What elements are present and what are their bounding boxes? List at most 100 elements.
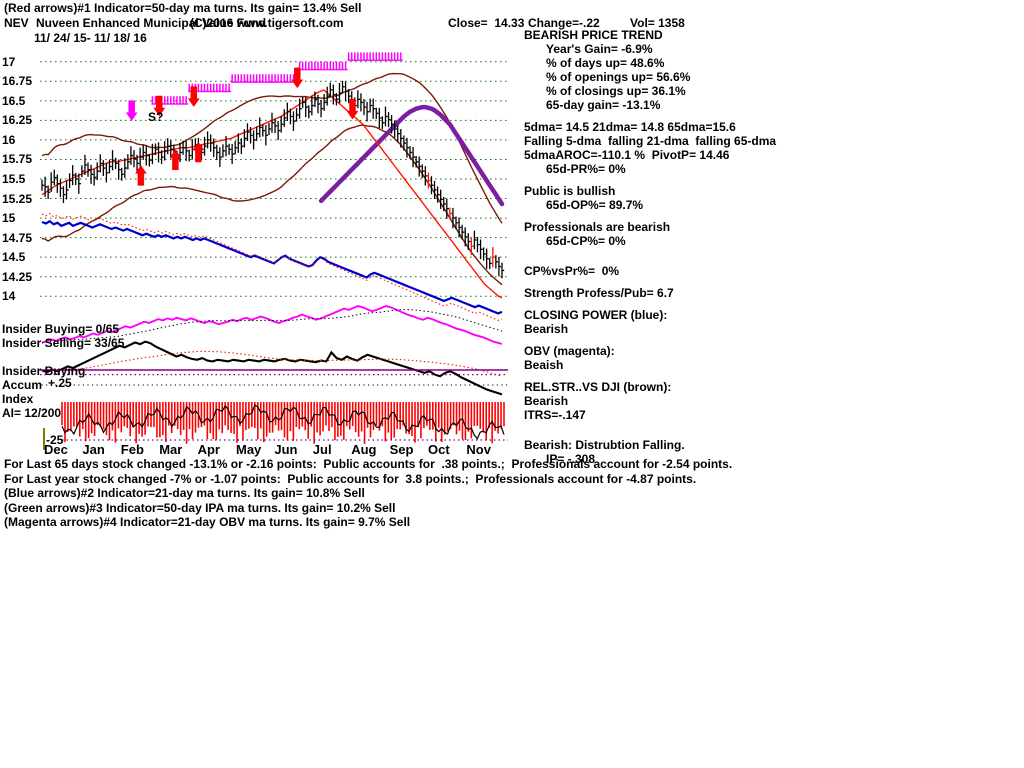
itrs-value: ITRS=-.147 xyxy=(524,408,586,422)
volume-value: Vol= 1358 xyxy=(630,16,685,30)
buy-arrow-icon xyxy=(134,164,147,186)
x-axis-tick-label: Jan xyxy=(82,442,105,457)
accumulation-index-line xyxy=(41,340,503,396)
accumulation-trend-line xyxy=(41,350,503,377)
copyright-notice: (C)2016 www.tigersoft.com xyxy=(190,16,344,30)
moving-averages: 5dma= 14.5 21dma= 14.8 65dma=15.6 xyxy=(524,120,736,134)
ip-value: IP= -.308 xyxy=(546,452,596,466)
sidebar-spacer-6 xyxy=(524,278,1020,286)
sell-arrow-icon xyxy=(153,95,166,117)
obv-value: Beaish xyxy=(524,358,564,372)
signal-arrows xyxy=(125,67,359,186)
aroc-pivot: 5dmaAROC=-110.1 % PivotP= 14.46 xyxy=(524,148,730,162)
sell-arrow-icon xyxy=(291,67,304,89)
sell-signal-marker: S? xyxy=(148,110,164,124)
x-axis-tick-label: May xyxy=(236,442,262,457)
sidebar-spacer-1 xyxy=(524,112,1020,120)
y-axis-tick-label: 14.5 xyxy=(2,250,26,265)
falling-mas: Falling 5-dma falling 21-dma falling 65-… xyxy=(524,134,777,148)
years-gain: Year's Gain= -6.9% xyxy=(546,42,653,56)
insider-buying-count: Insider Buying= 0/65 xyxy=(2,322,120,336)
y-axis-tick-label: 16 xyxy=(2,132,16,147)
op-65-day: 65d-OP%= 89.7% xyxy=(546,198,644,212)
x-axis-tick-label: Jul xyxy=(312,442,332,457)
x-axis-tick-label: Aug xyxy=(351,442,377,457)
footer-indicator-4: (Magenta arrows)#4 Indicator=21-day OBV … xyxy=(4,515,411,529)
closing-power-line xyxy=(41,219,503,315)
indicator-1-headline: (Red arrows)#1 Indicator=50-day ma turns… xyxy=(4,1,362,15)
obv-moving-average-line xyxy=(41,309,503,344)
x-axis-tick-label: Dec xyxy=(44,442,68,457)
y-axis-tick-label: 15.75 xyxy=(2,152,33,167)
obv-label: OBV (magenta): xyxy=(524,344,615,358)
y-axis-tick-label: 16.75 xyxy=(2,74,33,89)
gain-65-day: 65-day gain= -13.1% xyxy=(546,98,661,112)
ma-65-day-line xyxy=(318,104,505,207)
relstr-label: REL.STR..VS DJI (brown): xyxy=(524,380,672,394)
volume-baseline-label: -25 xyxy=(46,433,64,447)
price-change: Change=-.22 xyxy=(528,16,600,30)
accum-value: +.25 xyxy=(48,376,72,390)
volume-bars xyxy=(61,402,505,444)
sidebar-spacer-9 xyxy=(524,372,1020,380)
buy-arrow-icon xyxy=(192,141,205,163)
analysis-sidebar: BEARISH PRICE TREND Year's Gain= -6.9% %… xyxy=(524,28,1020,466)
y-axis-tick-label: 16.25 xyxy=(2,113,33,128)
x-axis-tick-label: Sep xyxy=(389,442,414,457)
sidebar-spacer-8 xyxy=(524,336,1020,344)
y-axis-tick-label: 17 xyxy=(2,54,16,69)
percent-days-up: % of days up= 48.6% xyxy=(546,56,665,70)
sell-arrow-icon xyxy=(187,86,200,108)
volume-overlay-line xyxy=(61,404,505,440)
chart-plot-area[interactable] xyxy=(40,44,508,450)
y-axis-tick-label: 14 xyxy=(2,289,16,304)
professional-sentiment: Professionals are bearish xyxy=(524,220,671,234)
y-axis-tick-label: 15.5 xyxy=(2,172,26,186)
cp-vs-pr: CP%vsPr%= 0% xyxy=(524,264,620,278)
obv-line xyxy=(41,304,503,345)
y-axis-tick-label: 14.75 xyxy=(2,230,33,245)
x-axis-tick-label: Jun xyxy=(274,442,298,457)
closing-power-value: Bearish xyxy=(524,322,569,336)
x-axis-tick-label: Nov xyxy=(466,442,491,457)
insider-selling-count: Insider Selling= 33/65 xyxy=(2,336,125,350)
sidebar-spacer-10 xyxy=(524,422,1020,430)
y-axis-tick-label: 15.25 xyxy=(2,191,33,206)
y-axis-tick-label: 15 xyxy=(2,211,16,226)
sell-arrow-icon xyxy=(125,100,138,122)
relative-strength-dotted-line xyxy=(41,212,503,321)
y-axis-tick-label: 14.25 xyxy=(2,269,33,284)
footer-notes: For Last 65 days stock changed -13.1% or… xyxy=(4,457,732,530)
footer-indicator-2: (Blue arrows)#2 Indicator=21-day ma turn… xyxy=(4,486,365,500)
sidebar-spacer-7 xyxy=(524,300,1020,308)
accum-label-line2: Accum xyxy=(2,378,43,392)
percent-closings-up: % of closings up= 36.1% xyxy=(546,84,686,98)
sidebar-spacer-3 xyxy=(524,212,1020,220)
company-name: Nuveen Enhanced Municipal Value Fund xyxy=(36,16,267,30)
sidebar-spacer-11 xyxy=(524,430,1020,438)
ai-value: AI= 12/200 xyxy=(2,406,62,420)
band-lower-line xyxy=(41,124,503,286)
relstr-value: Bearish xyxy=(524,394,569,408)
footer-indicator-3: (Green arrows)#3 Indicator=50-day IPA ma… xyxy=(4,500,396,515)
percent-openings-up: % of openings up= 56.6% xyxy=(546,70,691,84)
ticker-symbol: NEV xyxy=(4,16,29,30)
sidebar-title: BEARISH PRICE TREND xyxy=(524,28,663,42)
x-axis-tick-label: Apr xyxy=(197,442,220,457)
close-price: Close= 14.33 xyxy=(448,16,525,30)
x-axis-tick-label: Feb xyxy=(120,442,144,457)
x-axis-tick-label: Mar xyxy=(159,442,183,457)
price-chart[interactable]: 17 16.75 16.5 16.25 16 15.75 15.5 15.25 15 14.75 1… xyxy=(0,44,512,457)
y-axis-tick-label: 16.5 xyxy=(2,93,26,108)
strength-profess-pub: Strength Profess/Pub= 6.7 xyxy=(524,286,674,300)
sell-arrow-icon xyxy=(346,98,359,120)
accum-label-line1: Insider Buying xyxy=(2,364,86,378)
accum-label-line3: Index xyxy=(2,392,34,406)
distribution-status: Bearish: Distrubtion Falling. xyxy=(524,438,685,452)
sidebar-spacer-2 xyxy=(524,176,1020,184)
band-upper-line xyxy=(41,72,503,224)
closing-power-label: CLOSING POWER (blue): xyxy=(524,308,668,322)
sidebar-spacer-5 xyxy=(524,256,1020,264)
footer-line-65day: For Last 65 days stock changed -13.1% or… xyxy=(4,457,733,471)
